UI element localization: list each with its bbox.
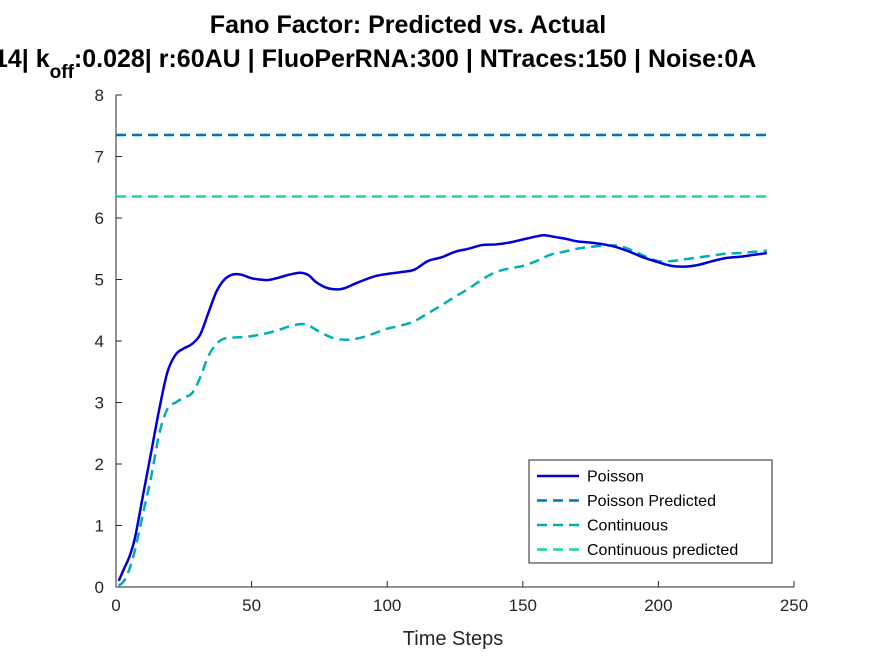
y-tick-label: 2 (95, 455, 104, 474)
x-axis-label: Time Steps (403, 628, 503, 650)
legend-entries: Poisson Poisson Predicted Continuous Contin… (537, 469, 738, 559)
y-tick-label: 0 (95, 578, 104, 597)
chart-subtitle: 14| koff:0.028| r:60AU | FluoPerRNA:300 … (0, 45, 756, 83)
legend-label: Continuous (587, 518, 668, 535)
legend-box (528, 459, 773, 564)
chart-subtitle-after: :0.028| r:60AU | FluoPerRNA:300 | NTrace… (74, 45, 756, 73)
y-tick-label: 5 (95, 271, 104, 290)
y-tick-label: 3 (95, 394, 104, 413)
chart-subtitle-before: 14| k (0, 45, 50, 73)
y-tick-label: 4 (95, 332, 104, 351)
x-tick-label: 200 (644, 596, 672, 615)
legend-label: Poisson (587, 469, 644, 486)
x-tick-label: 150 (509, 596, 537, 615)
x-tick-label: 50 (242, 596, 261, 615)
chart-subtitle-subscript: off (50, 62, 75, 83)
legend: Poisson Poisson Predicted Continuous Contin… (528, 459, 773, 564)
series-line-poisson (117, 233, 768, 582)
y-tick-label: 6 (95, 209, 104, 228)
series-line-continuous (117, 244, 767, 587)
y-tick-label: 1 (95, 517, 104, 536)
series-lines (116, 133, 768, 587)
chart-title: Fano Factor: Predicted vs. Actual (210, 11, 606, 39)
y-tick-label: 7 (95, 148, 104, 167)
legend-label: Continuous predicted (587, 542, 738, 559)
x-tick-label: 100 (373, 596, 401, 615)
legend-label: Poisson Predicted (587, 493, 716, 510)
y-tick-label: 8 (95, 86, 104, 105)
axes: 0 50 100 150 200 250 0 1 2 3 4 5 6 7 8 (95, 86, 809, 615)
x-tick-label: 250 (780, 596, 808, 615)
x-tick-label: 0 (111, 596, 120, 615)
